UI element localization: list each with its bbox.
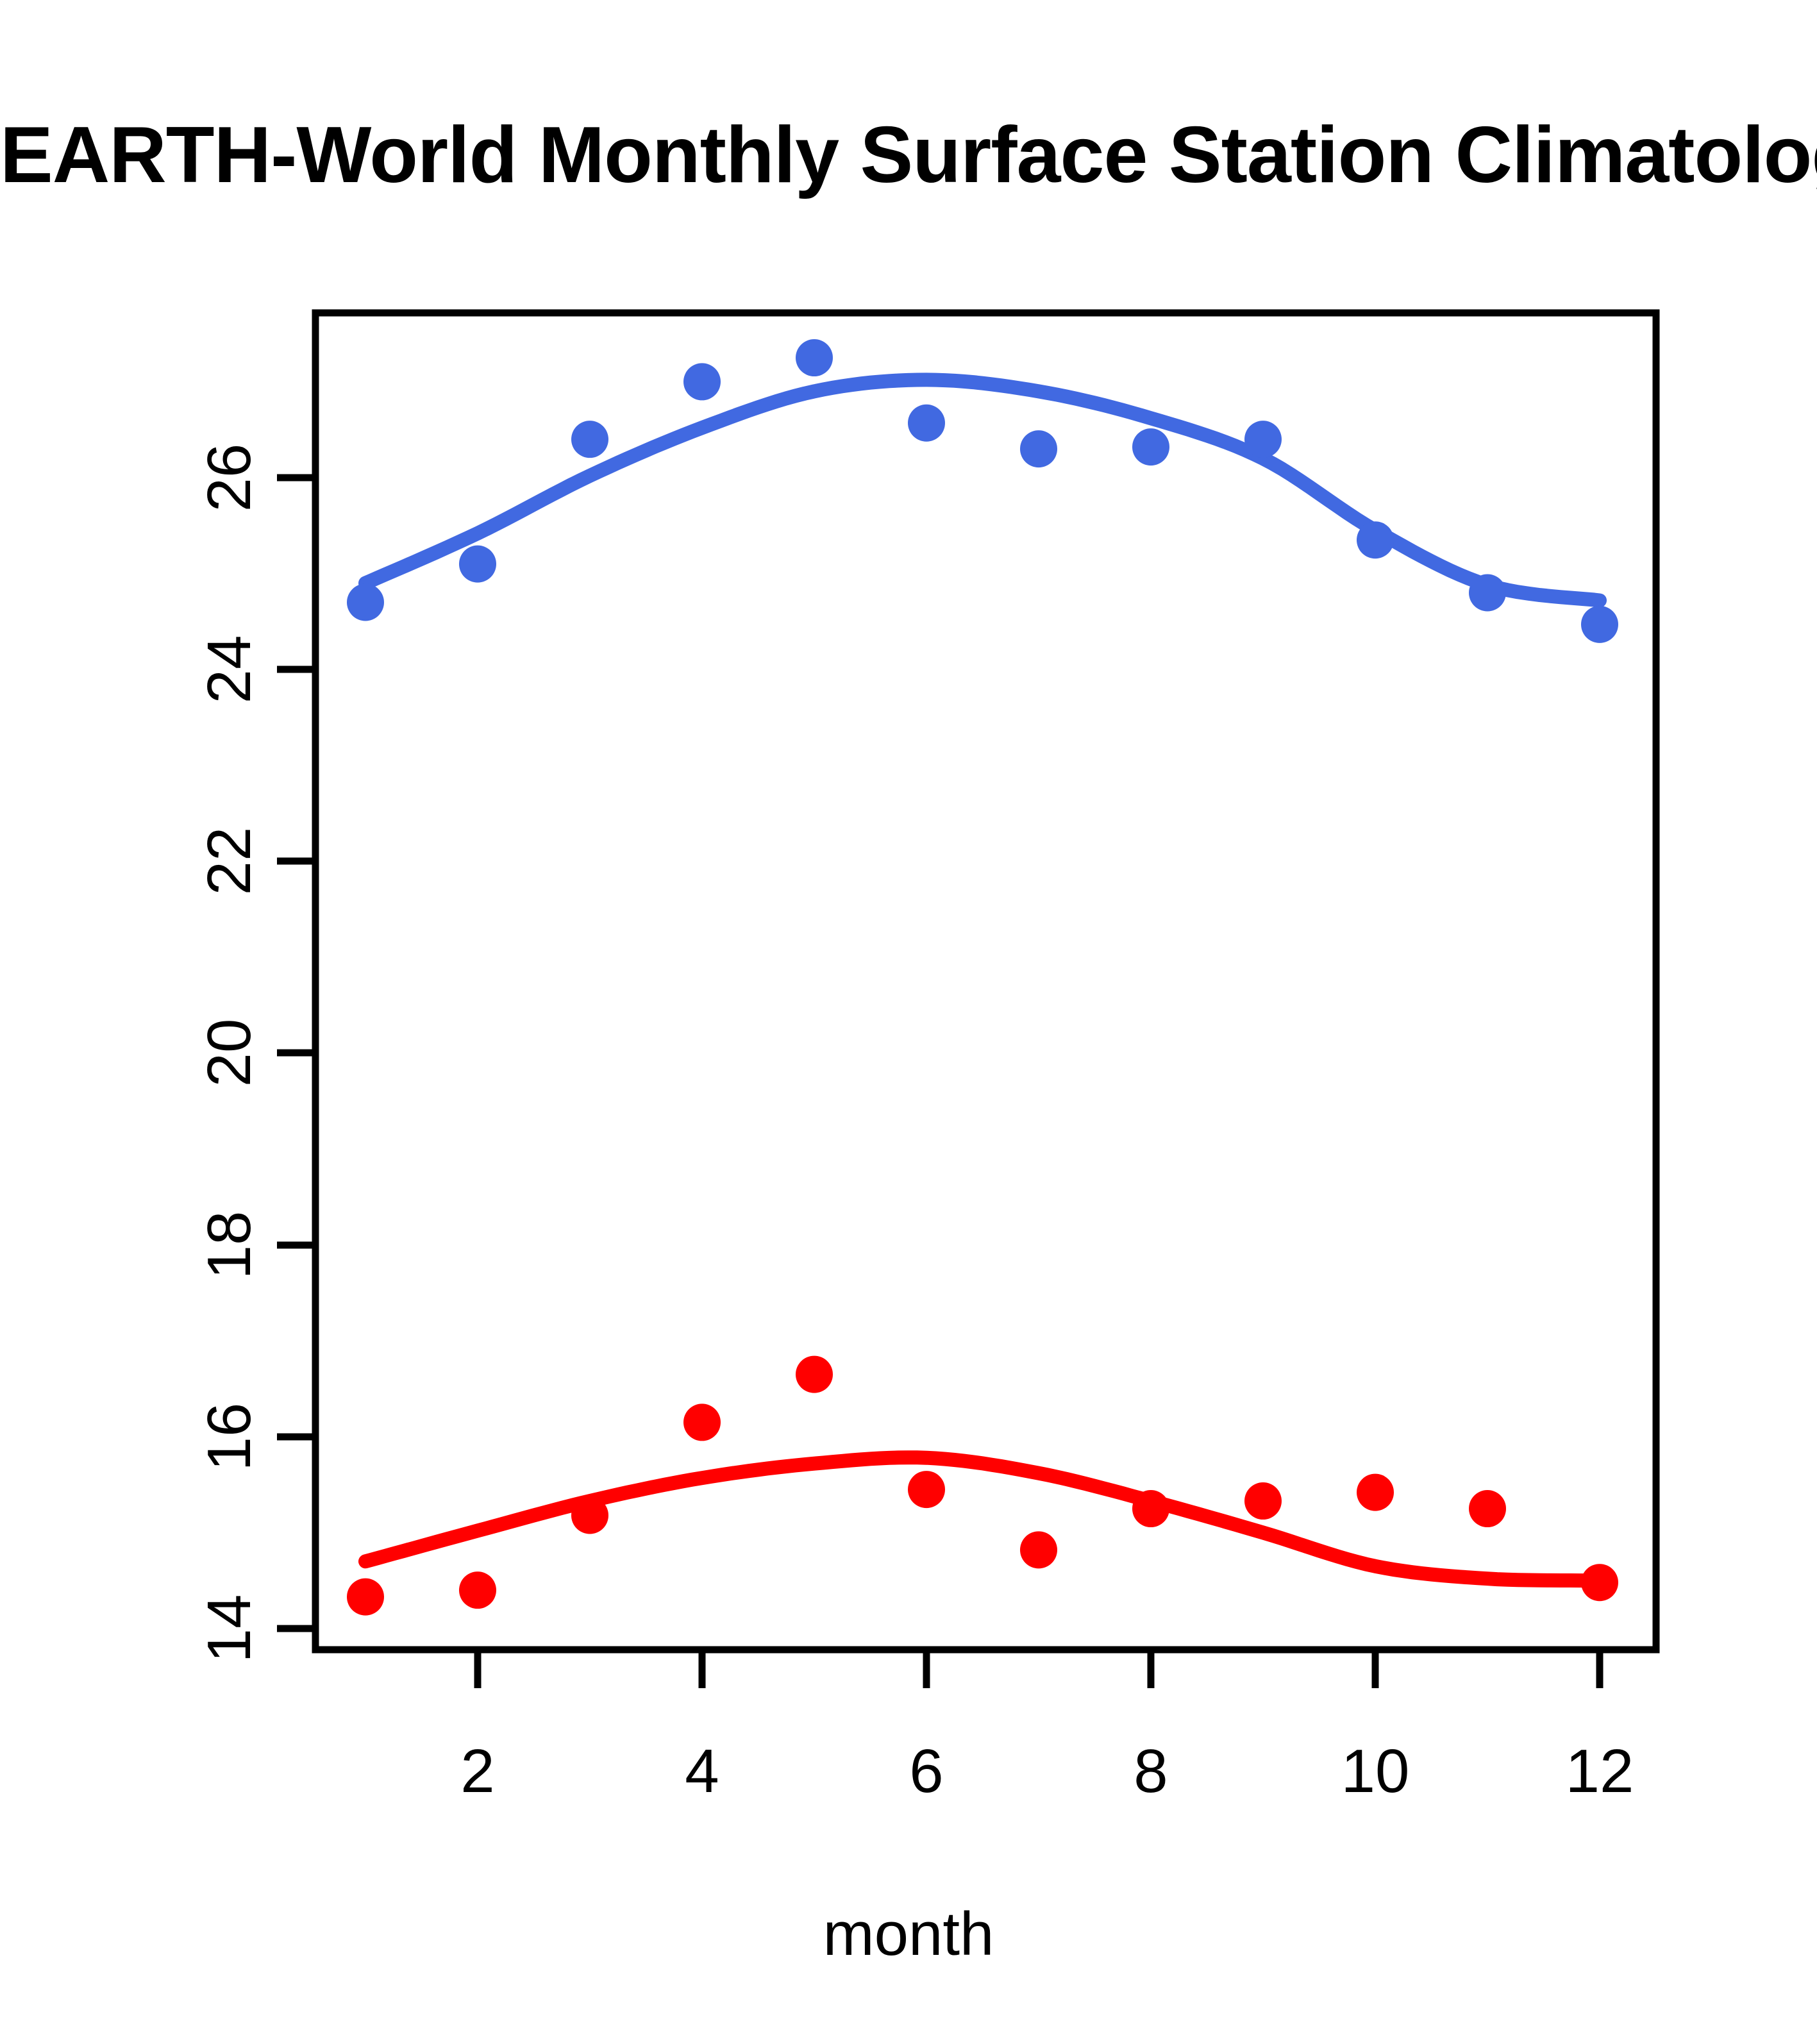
data-point [796,1355,833,1393]
red-data-points [347,1355,1618,1616]
y-axis-label-22: 22 [195,826,264,896]
data-point [1020,1531,1057,1569]
data-point [347,583,384,621]
data-point [459,545,496,583]
data-point [683,363,721,401]
data-point [908,1471,945,1509]
x-axis-label-12: 12 [1565,1737,1634,1805]
data-point [1132,428,1169,466]
data-point [1244,421,1282,458]
data-point [1581,605,1618,643]
x-axis-title: month [823,1900,994,1968]
x-axis-label-6: 6 [909,1737,944,1805]
blue-trend-line [358,373,1607,608]
blue-data-points [347,339,1618,643]
data-point [1581,1564,1618,1602]
y-axis-label-18: 18 [195,1210,264,1280]
x-axis-label-8: 8 [1134,1737,1168,1805]
data-point [1469,574,1506,612]
data-point [1469,1490,1506,1528]
data-point [1244,1482,1282,1520]
y-axis-label-20: 20 [195,1018,264,1087]
x-axis-label-2: 2 [460,1737,495,1805]
x-axis-label-4: 4 [685,1737,719,1805]
y-axis-label-14: 14 [195,1594,264,1663]
data-point [347,1578,384,1616]
data-point [796,339,833,377]
y-axis-label-16: 16 [195,1402,264,1471]
plot-border [312,309,1660,1654]
data-point [459,1571,496,1609]
y-axis-label-24: 24 [195,635,264,704]
red-trend-line [358,1450,1607,1588]
data-point [571,1496,608,1534]
data-point [571,421,608,458]
data-point [683,1403,721,1441]
x-axis-ticks [474,1650,1603,1688]
x-axis-label-10: 10 [1341,1737,1410,1805]
y-axis-ticks [277,474,315,1632]
y-axis-label-26: 26 [195,443,264,512]
data-point [1357,1473,1394,1511]
data-point [1132,1490,1169,1528]
data-point [1357,521,1394,559]
chart-title: EARTH-World Monthly Surface Station Clim… [0,111,1817,199]
data-point [1020,430,1057,468]
data-point [908,404,945,442]
